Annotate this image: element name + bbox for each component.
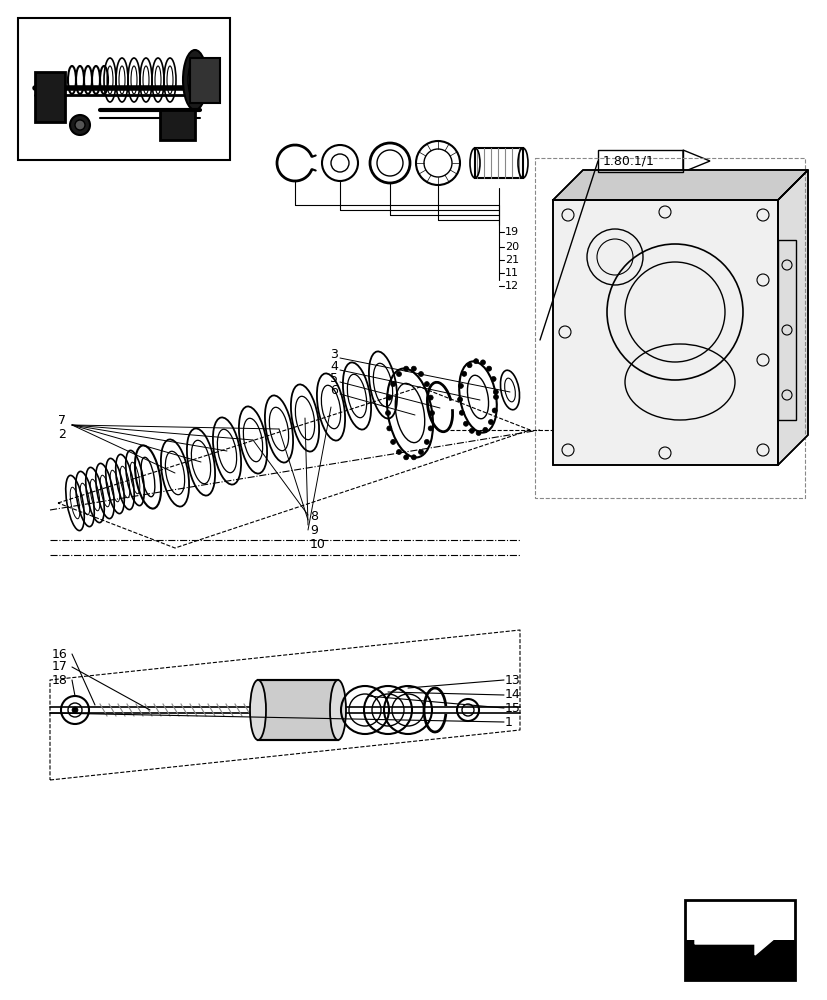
Text: 2: 2 xyxy=(58,428,66,442)
Circle shape xyxy=(411,366,416,371)
Polygon shape xyxy=(552,170,807,200)
Text: 6: 6 xyxy=(330,383,337,396)
Polygon shape xyxy=(682,150,709,172)
Circle shape xyxy=(424,382,429,387)
Text: 19: 19 xyxy=(504,227,519,237)
Text: 3: 3 xyxy=(330,348,337,360)
Text: 15: 15 xyxy=(504,702,520,714)
Circle shape xyxy=(491,408,496,413)
Circle shape xyxy=(463,421,468,426)
Circle shape xyxy=(386,426,391,431)
Circle shape xyxy=(390,439,395,444)
Bar xyxy=(552,200,777,465)
Circle shape xyxy=(486,366,491,371)
Circle shape xyxy=(428,426,433,431)
Text: 21: 21 xyxy=(504,255,519,265)
Circle shape xyxy=(418,372,423,377)
Circle shape xyxy=(457,397,462,402)
Circle shape xyxy=(72,707,78,713)
Bar xyxy=(160,110,195,140)
Bar xyxy=(684,940,794,980)
Circle shape xyxy=(459,410,464,415)
Circle shape xyxy=(482,427,487,432)
Bar xyxy=(597,150,682,172)
Ellipse shape xyxy=(330,680,346,740)
Text: 18: 18 xyxy=(52,674,68,686)
Bar xyxy=(18,18,230,160)
Bar xyxy=(189,58,220,103)
Circle shape xyxy=(396,372,401,377)
Circle shape xyxy=(411,455,416,460)
Text: 16: 16 xyxy=(52,648,68,660)
Text: 1: 1 xyxy=(504,716,512,728)
Bar xyxy=(534,158,804,498)
Bar xyxy=(35,72,65,122)
Circle shape xyxy=(480,360,485,365)
Text: 17: 17 xyxy=(52,660,68,674)
Circle shape xyxy=(473,359,478,364)
Circle shape xyxy=(469,428,474,433)
Bar xyxy=(552,200,777,465)
Circle shape xyxy=(458,383,463,388)
Circle shape xyxy=(428,395,433,400)
Ellipse shape xyxy=(250,680,265,740)
Circle shape xyxy=(466,363,471,368)
Text: 10: 10 xyxy=(309,538,326,550)
Circle shape xyxy=(396,449,401,454)
Ellipse shape xyxy=(188,60,202,100)
Circle shape xyxy=(390,382,395,387)
Text: 14: 14 xyxy=(504,688,520,702)
Circle shape xyxy=(424,439,429,444)
Circle shape xyxy=(418,449,423,454)
Ellipse shape xyxy=(183,50,207,110)
Circle shape xyxy=(404,366,409,371)
Text: 5: 5 xyxy=(330,371,337,384)
Text: 11: 11 xyxy=(504,268,519,278)
Text: 20: 20 xyxy=(504,242,519,252)
Ellipse shape xyxy=(75,120,85,130)
Circle shape xyxy=(493,389,498,394)
Circle shape xyxy=(404,455,409,460)
Text: 12: 12 xyxy=(504,281,519,291)
Text: 9: 9 xyxy=(309,524,318,536)
Ellipse shape xyxy=(70,115,90,135)
Text: 7: 7 xyxy=(58,414,66,426)
Bar xyxy=(475,148,523,178)
Circle shape xyxy=(488,420,493,425)
Text: 4: 4 xyxy=(330,360,337,372)
Circle shape xyxy=(386,395,391,400)
Bar xyxy=(777,240,795,420)
Polygon shape xyxy=(694,910,774,955)
Circle shape xyxy=(429,410,434,416)
Bar xyxy=(258,680,337,740)
Circle shape xyxy=(385,410,390,416)
Circle shape xyxy=(493,394,498,399)
Polygon shape xyxy=(777,170,807,465)
Circle shape xyxy=(490,376,495,381)
Bar xyxy=(258,680,337,740)
Bar xyxy=(684,900,794,980)
Circle shape xyxy=(461,371,466,376)
Text: 8: 8 xyxy=(309,510,318,522)
Circle shape xyxy=(476,430,480,435)
Text: 1.80.1/1: 1.80.1/1 xyxy=(602,155,654,168)
Bar xyxy=(552,200,777,465)
Text: 13: 13 xyxy=(504,674,520,686)
